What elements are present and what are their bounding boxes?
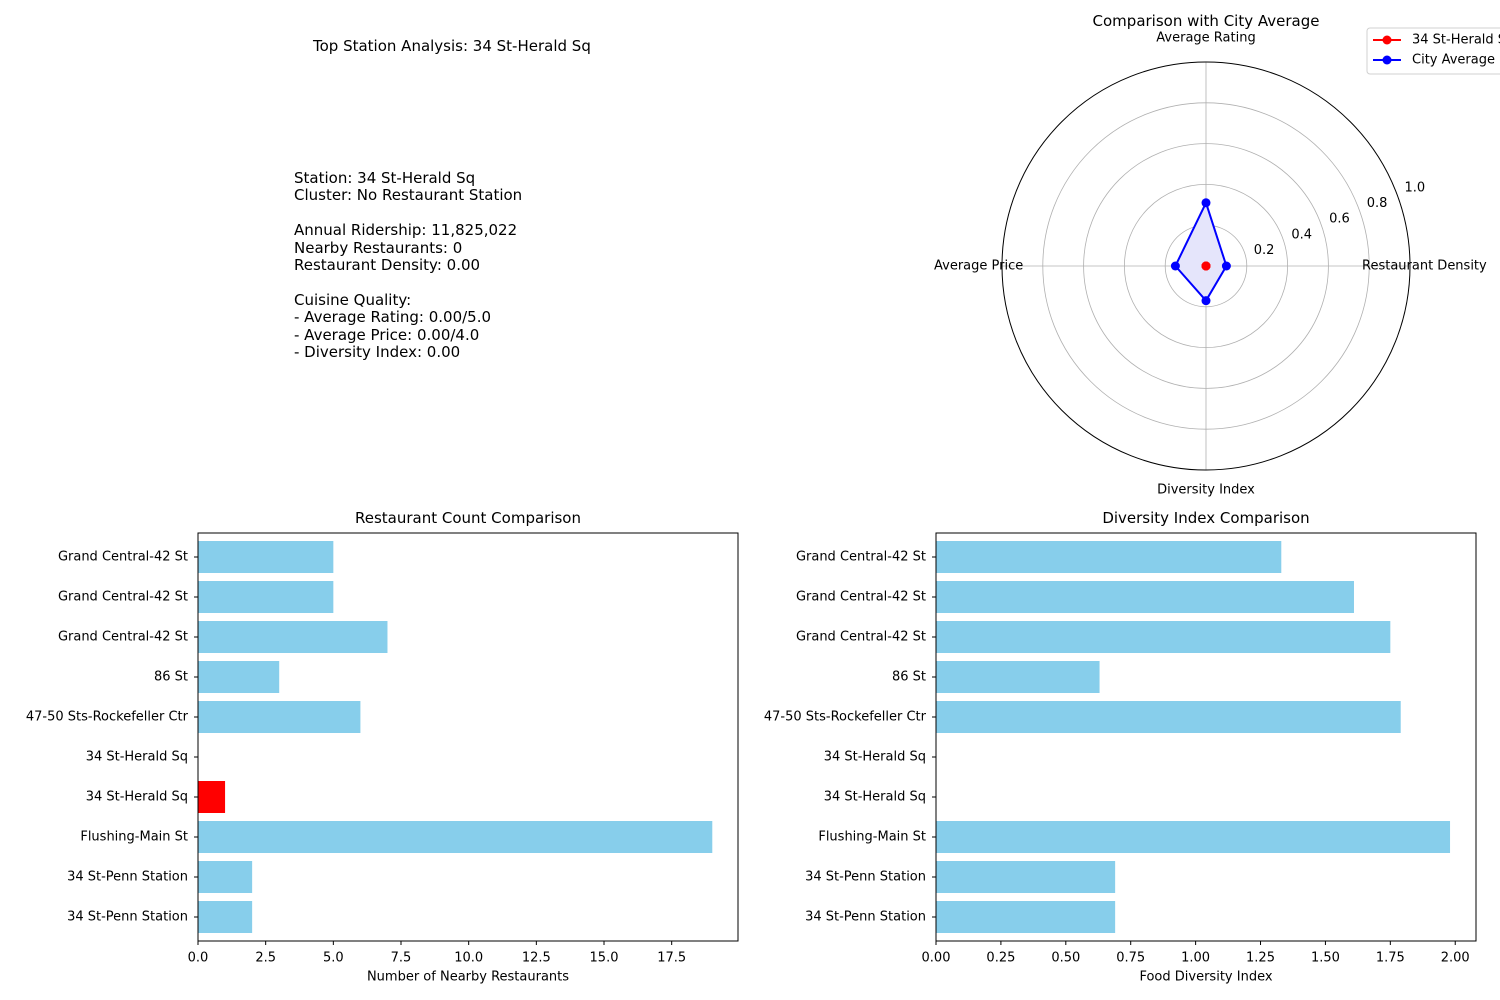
restaurant-count-bar xyxy=(198,781,226,813)
restaurant-count-category-label: Grand Central-42 St xyxy=(58,630,188,645)
diversity-index-category-label: 47-50 Sts-Rockefeller Ctr xyxy=(764,710,927,725)
radar-point xyxy=(1201,261,1211,271)
restaurant-count-xtick-label: 12.5 xyxy=(522,951,551,966)
restaurant-count-category-label: 34 St-Herald Sq xyxy=(86,790,188,805)
restaurant-count-xtick-label: 10.0 xyxy=(454,951,483,966)
restaurant-count-category-label: 86 St xyxy=(154,670,188,685)
radar-title: Comparison with City Average xyxy=(1093,12,1320,30)
diversity-index-category-label: 34 St-Herald Sq xyxy=(824,790,926,805)
legend-label: 34 St-Herald Sq xyxy=(1412,33,1500,48)
restaurant-count-bar xyxy=(198,581,334,613)
restaurant-count-bar xyxy=(198,621,388,653)
info-text-block: Station: 34 St-Herald Sq Cluster: No Res… xyxy=(294,169,523,361)
radar-axis-label: Diversity Index xyxy=(1157,483,1255,498)
diversity-index-chart: 34 St-Penn Station 34 St-Penn Station Flus… xyxy=(764,509,1477,985)
restaurant-count-title: Restaurant Count Comparison xyxy=(355,509,581,527)
diversity-index-frame xyxy=(935,532,1477,942)
diversity-index-category-label: Grand Central-42 St xyxy=(796,630,926,645)
diversity-index-xtick-label: 2.00 xyxy=(1441,951,1470,966)
restaurant-count-xtick-label: 17.5 xyxy=(657,951,686,966)
legend-marker xyxy=(1382,55,1392,65)
diversity-index-category-label: 34 St-Penn Station xyxy=(805,870,926,885)
restaurant-count-category-label: Grand Central-42 St xyxy=(58,590,188,605)
info-restaurant-density: Restaurant Density: 0.00 xyxy=(294,255,481,274)
restaurant-count-category-label: 34 St-Herald Sq xyxy=(86,750,188,765)
radar-tick-label: 0.6 xyxy=(1329,212,1350,227)
diversity-index-bar xyxy=(936,621,1391,653)
legend-marker xyxy=(1382,35,1392,45)
diversity-index-category-label: 34 St-Penn Station xyxy=(805,910,926,925)
info-diversity-index: - Diversity Index: 0.00 xyxy=(294,342,461,361)
diversity-index-bar xyxy=(936,581,1354,613)
radar-legend: 34 St-Herald Sq City Average xyxy=(1366,27,1500,75)
diversity-index-bar xyxy=(936,701,1401,733)
restaurant-count-category-label: Flushing-Main St xyxy=(80,830,188,845)
restaurant-count-xtick-label: 15.0 xyxy=(590,951,619,966)
restaurant-count-xlabel: Number of Nearby Restaurants xyxy=(367,970,569,985)
restaurant-count-bar xyxy=(198,901,253,933)
diversity-index-bar xyxy=(936,821,1451,853)
restaurant-count-bar xyxy=(198,701,361,733)
info-average-price: - Average Price: 0.00/4.0 xyxy=(294,325,480,344)
radar-point xyxy=(1170,261,1180,271)
diversity-index-bar xyxy=(936,901,1116,933)
restaurant-count-xtick-label: 7.5 xyxy=(391,951,412,966)
restaurant-count-category-label: 47-50 Sts-Rockefeller Ctr xyxy=(26,710,189,725)
restaurant-count-bar xyxy=(198,821,713,853)
restaurant-count-bar xyxy=(198,861,253,893)
diversity-index-xtick-label: 0.50 xyxy=(1051,951,1080,966)
diversity-index-xtick-label: 0.75 xyxy=(1116,951,1145,966)
radar-point xyxy=(1201,296,1211,306)
legend-label: City Average xyxy=(1412,53,1495,68)
radar-point xyxy=(1201,198,1211,208)
restaurant-count-category-label: 34 St-Penn Station xyxy=(67,870,188,885)
info-nearby-restaurants: Nearby Restaurants: 0 xyxy=(294,238,463,257)
diversity-index-title: Diversity Index Comparison xyxy=(1102,509,1309,527)
diversity-index-xlabel: Food Diversity Index xyxy=(1139,970,1272,985)
diversity-index-xtick-label: 0.00 xyxy=(922,951,951,966)
restaurant-count-xtick-label: 0.0 xyxy=(188,951,209,966)
diversity-index-category-label: Grand Central-42 St xyxy=(796,590,926,605)
radar-axis-label: Restaurant Density xyxy=(1362,259,1487,274)
radar-chart: 0.2 0.4 0.6 0.8 1.0 Average Rating Restaurant … xyxy=(934,12,1500,498)
info-cuisine-heading: Cuisine Quality: xyxy=(294,290,412,309)
restaurant-count-xtick-label: 5.0 xyxy=(323,951,344,966)
info-station: Station: 34 St-Herald Sq xyxy=(294,169,476,187)
radar-axis-label: Average Rating xyxy=(1156,31,1255,46)
diversity-index-category-label: Flushing-Main St xyxy=(818,830,926,845)
restaurant-count-frame xyxy=(197,532,739,942)
restaurant-count-category-label: Grand Central-42 St xyxy=(58,550,188,565)
info-cluster: Cluster: No Restaurant Station xyxy=(294,186,523,205)
diversity-index-bar xyxy=(936,541,1282,573)
diversity-index-xtick-label: 1.00 xyxy=(1181,951,1210,966)
restaurant-count-bar xyxy=(198,541,334,573)
restaurant-count-chart: 34 St-Penn Station 34 St-Penn Station Flus… xyxy=(26,509,739,985)
restaurant-count-xtick-label: 2.5 xyxy=(255,951,276,966)
restaurant-count-category-label: 34 St-Penn Station xyxy=(67,910,188,925)
radar-point xyxy=(1221,261,1231,271)
diversity-index-xtick-label: 0.25 xyxy=(986,951,1015,966)
radar-tick-label: 0.8 xyxy=(1367,196,1388,211)
info-average-rating: - Average Rating: 0.00/5.0 xyxy=(294,308,492,327)
info-title: Top Station Analysis: 34 St-Herald Sq xyxy=(313,37,591,55)
diversity-index-xtick-label: 1.50 xyxy=(1311,951,1340,966)
radar-tick-label: 1.0 xyxy=(1404,180,1425,195)
radar-frame xyxy=(1001,61,1411,471)
diversity-index-category-label: 86 St xyxy=(892,670,926,685)
diversity-index-category-label: Grand Central-42 St xyxy=(796,550,926,565)
diversity-index-category-label: 34 St-Herald Sq xyxy=(824,750,926,765)
diversity-index-xtick-label: 1.75 xyxy=(1376,951,1405,966)
radar-tick-label: 0.4 xyxy=(1291,227,1312,242)
diversity-index-bar xyxy=(936,661,1100,693)
restaurant-count-bar xyxy=(198,661,280,693)
info-ridership: Annual Ridership: 11,825,022 xyxy=(294,221,518,240)
diversity-index-bar xyxy=(936,861,1116,893)
radar-axis-label: Average Price xyxy=(934,259,1023,274)
diversity-index-xtick-label: 1.25 xyxy=(1246,951,1275,966)
radar-tick-label: 0.2 xyxy=(1254,243,1275,258)
